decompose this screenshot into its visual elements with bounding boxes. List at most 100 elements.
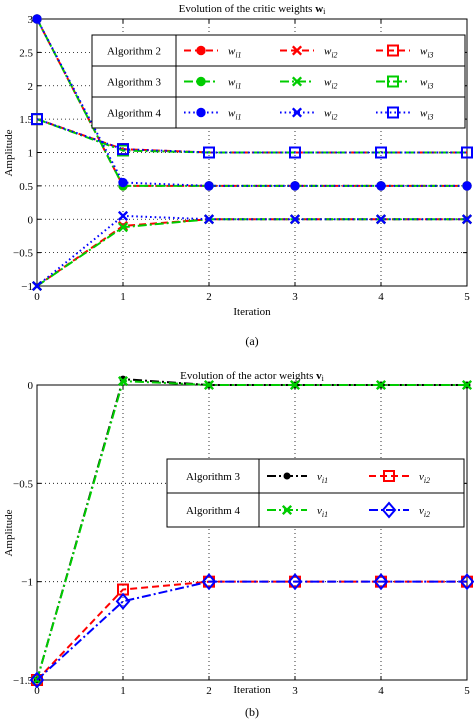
legend-swatch-marker <box>291 107 303 118</box>
legend-row-label: Algorithm 2 <box>107 46 161 58</box>
y-tick-label: 0 <box>28 380 34 392</box>
legend-entry-label: wi3 <box>420 108 434 122</box>
x-tick-label: 5 <box>464 685 470 697</box>
data-point <box>32 14 42 24</box>
data-point <box>287 573 303 591</box>
chart-panel-1: Evolution of the actor weights vi 0 1 2 3 4 5 −… <box>3 370 474 719</box>
legend-entry-label: vi1 <box>317 505 328 519</box>
plot-area <box>36 384 468 681</box>
data-point <box>289 379 301 391</box>
data-point <box>461 214 473 225</box>
legend-entry-label: wi1 <box>228 46 242 60</box>
x-tick-label: 5 <box>464 291 470 303</box>
series-3 <box>29 573 474 689</box>
legend-swatch-marker <box>291 45 303 56</box>
x-tick-label: 3 <box>292 291 298 303</box>
legend-swatch-marker <box>196 107 206 118</box>
legend-swatch-marker <box>387 106 399 119</box>
legend-entry-label: wi1 <box>228 108 242 122</box>
y-tick-label: −1 <box>21 577 33 589</box>
series-8 <box>31 113 473 159</box>
legend-entry-label: wi2 <box>324 77 338 91</box>
legend-entry-label: wi2 <box>324 108 338 122</box>
data-point <box>375 214 387 225</box>
x-tick-label: 4 <box>378 685 384 697</box>
data-point <box>118 177 128 188</box>
x-axis-label: Iteration <box>233 306 271 318</box>
legend-swatch-marker <box>387 75 399 88</box>
x-tick-label: 2 <box>206 291 212 303</box>
chart-panel-0: Evolution of the critic weights wi 0 1 2 3 4 5… <box>3 3 473 348</box>
data-point <box>376 181 386 191</box>
y-tick-label: −1.5 <box>13 675 33 687</box>
legend-swatch-marker <box>281 504 293 516</box>
data-point <box>203 214 215 225</box>
data-point <box>117 210 129 221</box>
x-tick-label: 1 <box>120 685 126 697</box>
legend-entry-label: vi2 <box>419 471 430 485</box>
x-tick-label: 2 <box>206 685 212 697</box>
data-point <box>31 113 43 126</box>
x-axis-label: Iteration <box>233 684 271 696</box>
y-tick-label: −0.5 <box>13 478 33 490</box>
legend-entry-label: vi1 <box>317 471 328 485</box>
y-tick-label: 2 <box>28 81 34 93</box>
legend-swatch-marker <box>291 76 303 87</box>
legend-swatch-marker <box>381 501 397 519</box>
series-line <box>36 118 467 154</box>
x-tick-label: 1 <box>120 291 126 303</box>
y-tick-label: 0 <box>28 214 34 226</box>
legend-swatch-marker <box>387 44 399 57</box>
y-tick-label: 3 <box>28 14 34 26</box>
legend: Algorithm 2 wi1 wi2 wi3 Algorithm 3 wi1 wi2 wi3… <box>91 34 466 129</box>
data-point <box>375 146 387 159</box>
y-tick-label: 2.5 <box>19 47 33 59</box>
data-point <box>117 376 129 387</box>
data-point <box>461 379 473 391</box>
legend-swatch-marker <box>383 470 395 482</box>
y-tick-label: 1 <box>28 148 34 160</box>
y-tick-label: 0.5 <box>19 181 33 193</box>
data-point <box>204 181 214 191</box>
legend-swatch-marker <box>196 76 206 87</box>
data-point <box>375 379 387 391</box>
y-axis-label: Amplitude <box>3 509 15 556</box>
legend-entry-label: wi1 <box>228 77 242 91</box>
series-line <box>36 214 467 287</box>
legend-swatch-marker <box>196 45 206 56</box>
data-point <box>290 181 300 191</box>
y-axis-label: Amplitude <box>3 129 15 176</box>
series-line <box>36 18 467 187</box>
data-point <box>461 146 473 159</box>
y-tick-label: −1 <box>21 281 33 293</box>
data-point <box>117 222 129 233</box>
legend-row-label: Algorithm 3 <box>107 77 162 89</box>
legend-entry-label: wi2 <box>324 46 338 60</box>
series-7 <box>31 210 473 292</box>
data-point <box>289 146 301 159</box>
data-point <box>29 671 45 689</box>
legend-row-label: Algorithm 4 <box>107 108 162 120</box>
series-line <box>36 580 467 681</box>
legend-row-label: Algorithm 4 <box>186 505 241 517</box>
series-6 <box>32 14 472 191</box>
x-tick-label: 0 <box>34 685 40 697</box>
series-2 <box>31 376 473 686</box>
legend-entry-label: wi3 <box>420 46 434 60</box>
data-point <box>31 280 43 292</box>
y-tick-label: −0.5 <box>13 248 33 260</box>
legend-entry-label: vi2 <box>419 505 430 519</box>
series-line <box>36 380 467 681</box>
data-point <box>373 573 389 591</box>
data-point <box>203 379 215 391</box>
legend: Algorithm 3 vi1 vi2 Algorithm 4 vi1 vi2 <box>166 458 465 528</box>
data-point <box>201 573 217 591</box>
x-tick-label: 3 <box>292 685 298 697</box>
legend-swatch-marker <box>283 472 291 480</box>
data-point <box>459 573 474 591</box>
chart-title: Evolution of the critic weights wi <box>179 3 327 16</box>
data-point <box>117 143 129 156</box>
data-point <box>462 181 472 191</box>
x-tick-label: 0 <box>34 291 40 303</box>
